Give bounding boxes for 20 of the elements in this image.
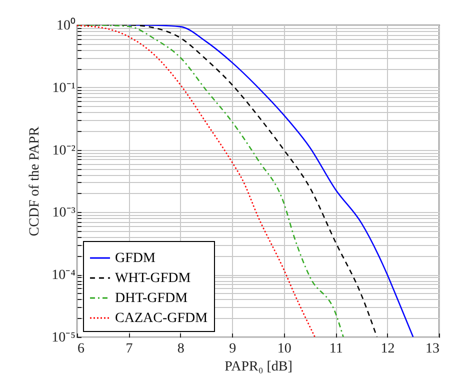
x-axis-title: PAPR₀ [dB]	[224, 360, 292, 374]
legend-label: CAZAC-GFDM	[115, 311, 208, 326]
x-tick-label: 10	[277, 342, 292, 356]
x-tick-label: 9	[229, 342, 236, 356]
y-tick-label: 10⁻³	[52, 206, 76, 221]
y-tick-label: 10⁻⁴	[52, 268, 76, 284]
x-tick-label: 12	[380, 342, 395, 356]
y-axis-title: CCDF of the PAPR	[28, 126, 43, 236]
legend-label: GFDM	[115, 251, 156, 266]
x-tick-label: 8	[177, 342, 184, 356]
legend-label: DHT-GFDM	[115, 291, 188, 306]
x-tick-label: 6	[78, 342, 84, 356]
x-tick-label: 11	[329, 342, 343, 356]
y-tick-label: 10⁰	[56, 18, 76, 34]
y-tick-label: 10⁻⁵	[52, 330, 76, 346]
x-tick-label: 13	[426, 342, 440, 356]
y-tick-label: 10⁻²	[52, 143, 76, 158]
legend-label: WHT-GFDM	[115, 271, 192, 286]
y-tick-label: 10⁻¹	[52, 80, 76, 96]
x-tick-label: 7	[126, 342, 133, 356]
